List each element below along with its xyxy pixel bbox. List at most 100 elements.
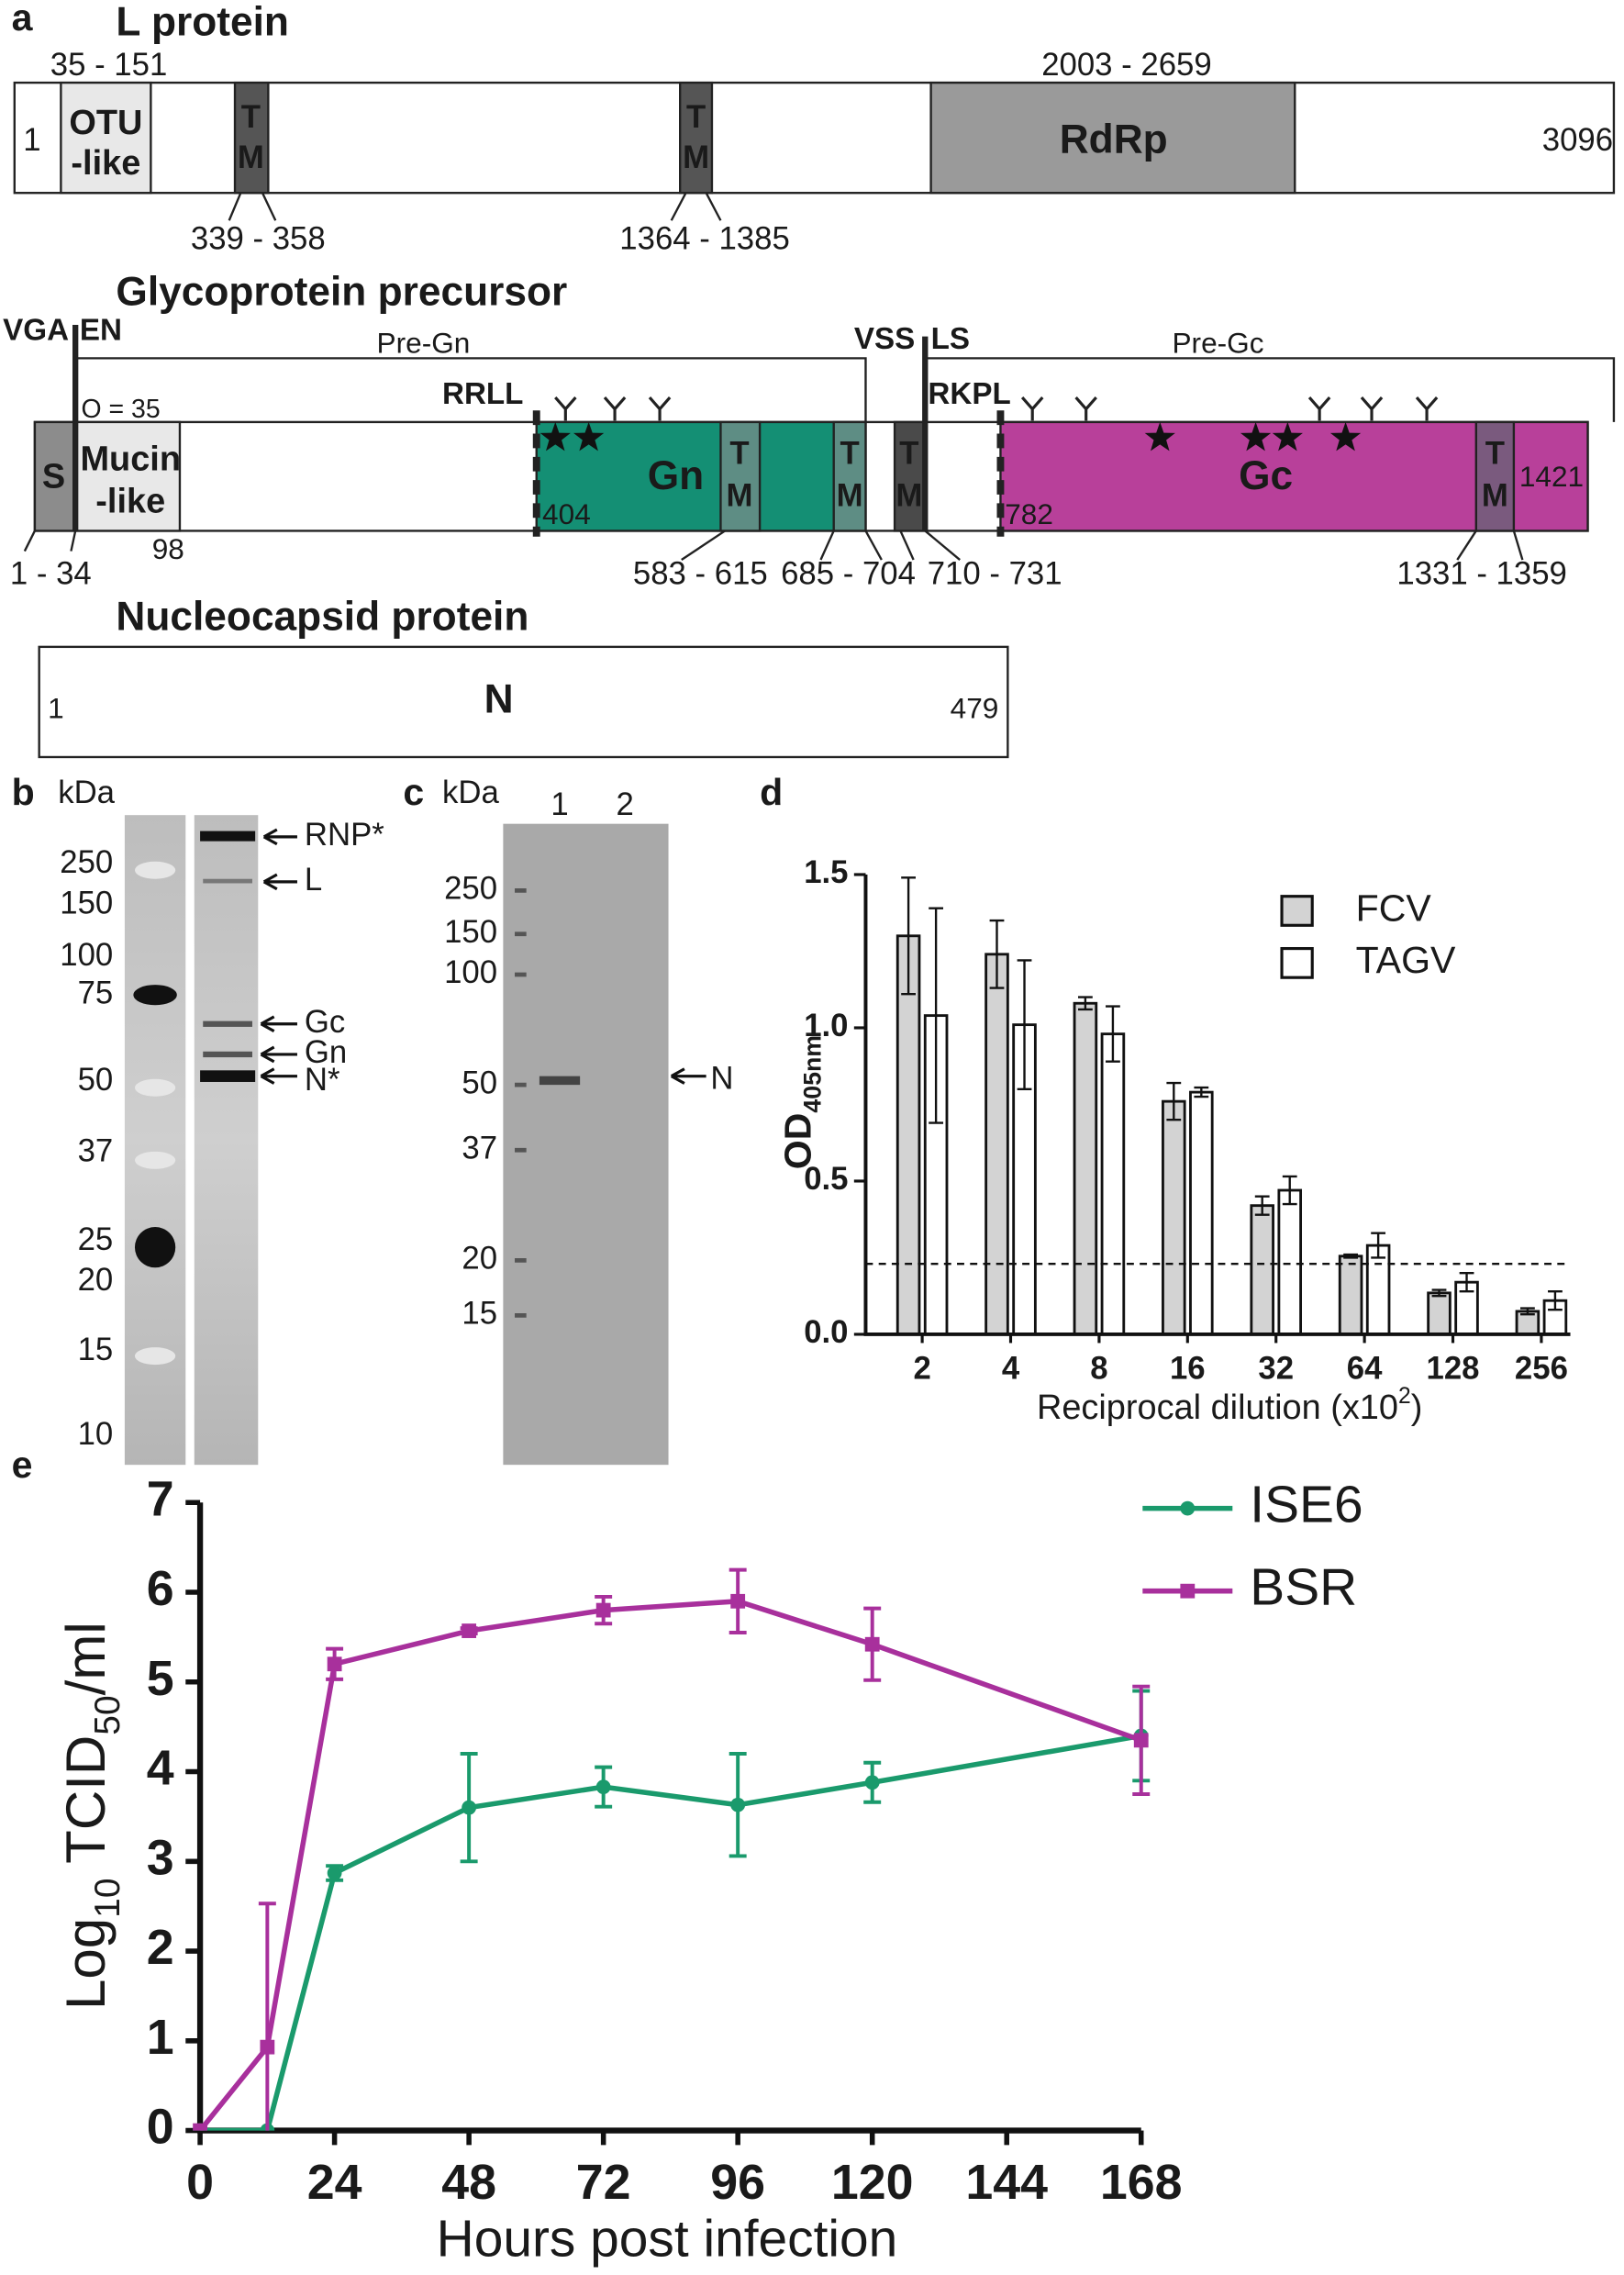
- error-bar: [989, 919, 1005, 989]
- error-bar: [1343, 1253, 1359, 1259]
- gel-band: [203, 878, 252, 884]
- gel-band: [133, 985, 177, 1006]
- label: b: [12, 771, 35, 813]
- bar: [1073, 1001, 1098, 1336]
- rdrp-box: [929, 81, 1296, 195]
- error-bar: [901, 876, 916, 996]
- marker: [462, 1623, 477, 1638]
- label: L protein: [116, 0, 288, 45]
- label: 150: [444, 915, 497, 950]
- label: 2: [913, 1352, 930, 1387]
- axis-label: Reciprocal dilution (x102): [1037, 1384, 1422, 1427]
- label: 6: [147, 1561, 174, 1616]
- tm-box: [832, 420, 867, 532]
- label: 250: [444, 872, 497, 907]
- gel-lane: [124, 815, 186, 1466]
- bar: [1189, 1090, 1214, 1336]
- marker: [864, 1636, 880, 1652]
- gel-band: [134, 1227, 176, 1268]
- label: 25: [78, 1222, 114, 1257]
- label-part: 405nm: [798, 1035, 826, 1113]
- label: T: [729, 436, 749, 471]
- label: 1.0: [804, 1009, 848, 1043]
- axis-label: Log10 TCID50/ml: [55, 1622, 128, 2010]
- label: 16: [1170, 1352, 1206, 1387]
- label: 100: [444, 955, 497, 990]
- stars: [539, 421, 1362, 452]
- label: Hours post infection: [437, 2209, 898, 2268]
- marker: [1133, 1733, 1149, 1748]
- legend-swatch: [1280, 895, 1314, 927]
- label: T: [686, 100, 706, 135]
- label: Gn: [305, 1035, 347, 1070]
- label: FCV: [1356, 887, 1432, 929]
- label: S: [42, 458, 65, 496]
- plot-area: [193, 1567, 1151, 2131]
- axis-label: OD405nm: [776, 1035, 826, 1169]
- label: 3096: [1542, 123, 1613, 158]
- label: d: [760, 771, 783, 813]
- label: 0.5: [804, 1162, 848, 1197]
- label: 5: [147, 1651, 174, 1706]
- leader-lines: [23, 530, 1524, 562]
- label: 1: [48, 692, 64, 725]
- label: T: [1485, 436, 1505, 471]
- label-part: ): [1411, 1388, 1423, 1427]
- error-bar: [1459, 1271, 1474, 1293]
- axes: [196, 1502, 1141, 2134]
- error-bar: [1371, 1232, 1386, 1259]
- marker: [864, 1775, 880, 1790]
- error-bar: [1520, 1307, 1535, 1316]
- gel-band: [539, 1076, 581, 1086]
- label: Gn: [648, 453, 704, 498]
- label: 2003 - 2659: [1041, 48, 1212, 83]
- gel: [503, 823, 669, 1466]
- label: RdRp: [1060, 117, 1168, 162]
- label: 782: [1005, 497, 1053, 530]
- series-line: [197, 1599, 1142, 2131]
- label: 10: [78, 1417, 114, 1452]
- l-protein-box: [13, 81, 1616, 195]
- label: Nucleocapsid protein: [116, 595, 528, 640]
- label: M: [683, 140, 709, 175]
- error-bar: [1431, 1288, 1447, 1298]
- label: 128: [1427, 1352, 1480, 1387]
- label: M: [1482, 478, 1508, 513]
- bar: [1338, 1255, 1363, 1336]
- bar: [1427, 1291, 1452, 1336]
- label: 144: [965, 2155, 1048, 2210]
- label: 0.0: [804, 1315, 848, 1350]
- label: RRLL: [442, 377, 523, 411]
- label: 7: [147, 1471, 174, 1526]
- label: T: [241, 100, 261, 135]
- glycans: [554, 396, 1439, 421]
- gel-band: [203, 1051, 252, 1058]
- error-bar: [1254, 1195, 1270, 1216]
- label: 1: [551, 787, 568, 822]
- label: 3: [147, 1830, 174, 1885]
- label: T: [840, 436, 859, 471]
- label: N*: [305, 1063, 340, 1098]
- diagram-shapes: [13, 81, 1616, 759]
- label: BSR: [1250, 1558, 1357, 1617]
- label: Mucin: [80, 441, 181, 479]
- label: 0: [147, 2100, 174, 2155]
- label-part: Log: [55, 1918, 117, 2010]
- label: 1421: [1519, 460, 1584, 493]
- leader-lines: [228, 192, 722, 221]
- label: RNP*: [305, 818, 384, 853]
- label: N: [484, 677, 514, 722]
- label: 1 - 34: [10, 557, 92, 592]
- label: kDa: [58, 775, 115, 810]
- otu-box: [60, 81, 152, 195]
- label: M: [837, 478, 863, 513]
- label: 1.5: [804, 855, 848, 890]
- bar: [1250, 1204, 1274, 1336]
- label: 256: [1515, 1352, 1568, 1387]
- gel-band: [134, 1078, 176, 1097]
- error-bar: [929, 907, 944, 1124]
- label: 685 - 704: [781, 557, 916, 592]
- label-part: Reciprocal dilution (x10: [1037, 1388, 1398, 1427]
- label: -like: [95, 482, 165, 520]
